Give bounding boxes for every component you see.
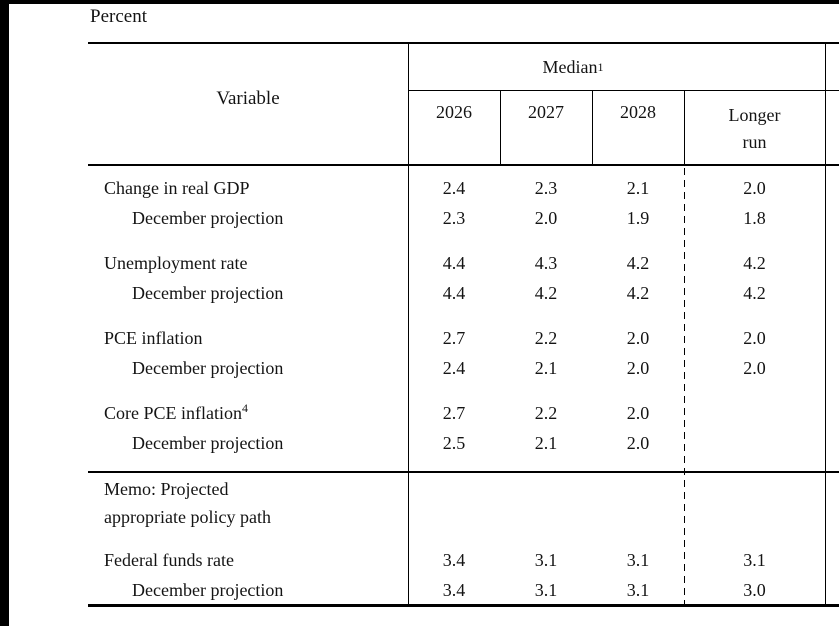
- economic-projections-table: Variable Median 1 2026 2027 2028 Longer r…: [88, 42, 839, 607]
- cell-value: 4.3: [534, 252, 558, 273]
- cell-value: 2.0: [743, 177, 766, 198]
- row-label: December projection: [88, 358, 408, 379]
- row-label: December projection: [88, 208, 408, 229]
- row-label: PCE inflation: [88, 328, 408, 349]
- median-underline-rule: [408, 90, 839, 91]
- variable-column-divider: [408, 44, 409, 604]
- cell-value: 2.0: [626, 402, 650, 423]
- row-label: Change in real GDP: [88, 178, 408, 199]
- table-row: December projection 2.3 2.0 1.9 1.8: [88, 203, 839, 233]
- cell-value: 1.8: [743, 207, 766, 228]
- cell-value: 4.2: [743, 252, 766, 273]
- row-label-text: Federal funds rate: [104, 550, 234, 570]
- year-column-header-2028: 2028: [620, 102, 656, 122]
- cell-value: 4.4: [442, 252, 466, 273]
- cell-value: 3.1: [743, 550, 766, 570]
- memo-label-line2: appropriate policy path: [104, 506, 271, 527]
- cell-value: 2.0: [626, 327, 650, 348]
- memo-rows-section: Federal funds rate 3.4 3.1 3.1 3.1 December p…: [88, 546, 839, 606]
- cell-value: 4.2: [626, 282, 650, 303]
- row-label-text: December projection: [132, 432, 284, 453]
- longer-run-dashed-divider: [684, 168, 685, 604]
- median-header: Median 1: [542, 56, 604, 77]
- cell-value: 3.1: [626, 580, 650, 600]
- table-row: Change in real GDP 2.4 2.3 2.1 2.0: [88, 173, 839, 203]
- table-row: Core PCE inflation4 2.7 2.2 2.0: [88, 398, 839, 428]
- cell-value: 2.4: [442, 357, 466, 378]
- cell-value: 2.0: [534, 207, 558, 228]
- cell-value: 2.3: [442, 207, 466, 228]
- memo-label: Memo: Projected appropriate policy path: [88, 473, 408, 531]
- table-row: Federal funds rate 3.4 3.1 3.1 3.1: [88, 546, 839, 576]
- row-label: Unemployment rate: [88, 253, 408, 274]
- cell-value: 3.4: [442, 550, 466, 570]
- row-label: December projection: [88, 283, 408, 304]
- row-label-text: December projection: [132, 357, 284, 378]
- cell-value: 2.0: [743, 357, 766, 378]
- cell-value: 4.2: [534, 282, 558, 303]
- row-label-text: PCE inflation: [104, 327, 203, 348]
- divider-2026-2027: [500, 90, 501, 164]
- year-column-header-2027: 2027: [528, 102, 564, 122]
- cell-value: 3.0: [743, 580, 766, 600]
- cell-value: 2.2: [534, 327, 558, 348]
- table-body: Change in real GDP 2.4 2.3 2.1 2.0 December p…: [88, 165, 839, 606]
- memo-label-line1: Memo: Projected: [104, 478, 229, 499]
- row-label-text: December projection: [132, 580, 284, 600]
- page-top-rule: [0, 0, 839, 4]
- cell-value: 2.7: [442, 327, 466, 348]
- row-label-text: December projection: [132, 207, 284, 228]
- cell-value: 3.1: [534, 580, 558, 600]
- cell-value: 3.1: [534, 550, 558, 570]
- cell-value: 2.0: [626, 432, 650, 453]
- table-row: PCE inflation 2.7 2.2 2.0 2.0: [88, 323, 839, 353]
- cell-value: 2.5: [442, 432, 466, 453]
- footnote-marker: 4: [242, 400, 248, 415]
- row-label-text: December projection: [132, 282, 284, 303]
- longer-run-header-line2: run: [742, 132, 767, 152]
- row-label: December projection: [88, 433, 408, 454]
- divider-2027-2028: [592, 90, 593, 164]
- cell-value: 2.3: [534, 177, 558, 198]
- header-bottom-rule: [88, 164, 839, 166]
- table-row: Unemployment rate 4.4 4.3 4.2 4.2: [88, 248, 839, 278]
- cell-value: 3.4: [442, 580, 466, 600]
- row-label-text: Core PCE inflation: [104, 402, 242, 423]
- table-row: December projection 4.4 4.2 4.2 4.2: [88, 278, 839, 308]
- cell-value: 3.1: [626, 550, 650, 570]
- row-label: Federal funds rate: [88, 550, 408, 571]
- cell-value: 4.4: [442, 282, 466, 303]
- cell-value: 2.1: [626, 177, 650, 198]
- longer-run-column-header: Longer run: [684, 90, 825, 165]
- page-left-edge-bar: [0, 0, 9, 626]
- row-label-text: Unemployment rate: [104, 252, 248, 273]
- cell-value: 2.1: [534, 357, 558, 378]
- cell-value: 1.9: [626, 207, 650, 228]
- variable-column-header: Variable: [216, 87, 280, 109]
- cell-value: 4.2: [626, 252, 650, 273]
- row-label-text: Change in real GDP: [104, 177, 250, 198]
- row-label: Core PCE inflation4: [88, 400, 408, 424]
- unit-label: Percent: [90, 6, 147, 27]
- table-right-divider: [825, 44, 826, 604]
- cell-value: 2.7: [442, 402, 466, 423]
- cell-value: 2.0: [743, 327, 766, 348]
- cell-value: 4.2: [743, 282, 766, 303]
- table-row: December projection 3.4 3.1 3.1 3.0: [88, 576, 839, 606]
- main-rows-section: Change in real GDP 2.4 2.3 2.1 2.0 December p…: [88, 173, 839, 458]
- year-column-header-2026: 2026: [436, 102, 472, 122]
- cell-value: 2.1: [534, 432, 558, 453]
- divider-2028-longer-run-header: [684, 90, 685, 164]
- memo-separator-rule: [88, 471, 839, 473]
- longer-run-header-line1: Longer: [728, 105, 781, 125]
- row-label: December projection: [88, 580, 408, 601]
- median-header-text: Median: [542, 56, 598, 77]
- table-row: December projection 2.5 2.1 2.0: [88, 428, 839, 458]
- cell-value: 2.4: [442, 177, 466, 198]
- cell-value: 2.2: [534, 402, 558, 423]
- cell-value: 2.0: [626, 357, 650, 378]
- table-row: December projection 2.4 2.1 2.0 2.0: [88, 353, 839, 383]
